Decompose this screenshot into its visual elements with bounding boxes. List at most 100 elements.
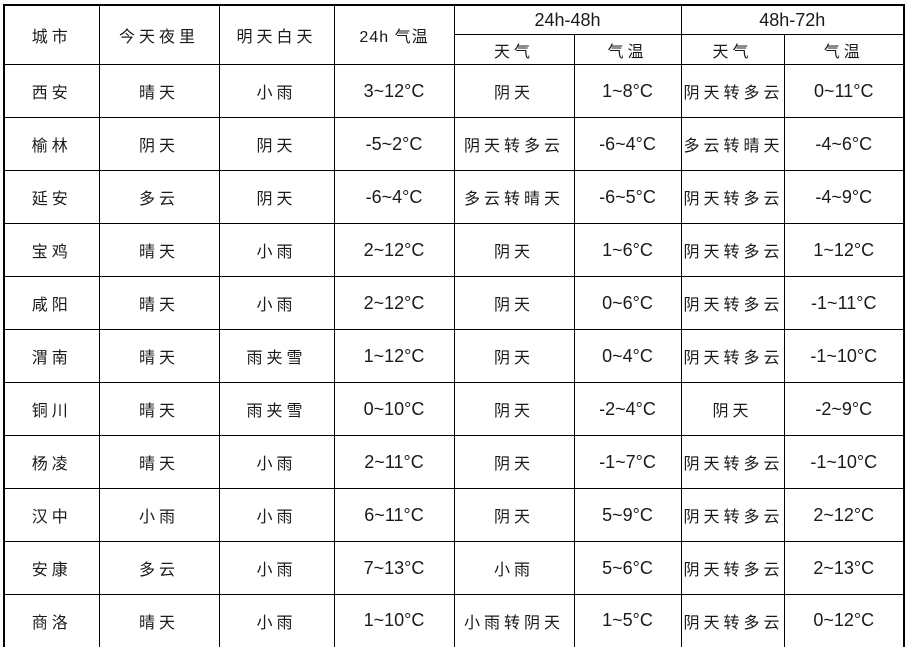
table-row: 汉中 小雨 小雨 6~11°C 阴天 5~9°C 阴天转多云 2~12°C: [3, 488, 905, 542]
cell-temp72: -1~10°C: [783, 435, 905, 489]
table-row: 商洛 晴天 小雨 1~10°C 小雨转阴天 1~5°C 阴天转多云 0~12°C: [3, 594, 905, 647]
col-header-temp-48h: 气温: [573, 34, 682, 65]
cell-weather72: 阴天转多云: [680, 64, 785, 118]
cell-tonight: 阴天: [98, 117, 220, 171]
cell-weather48: 多云转晴天: [453, 170, 575, 224]
cell-temp72: 2~13°C: [783, 541, 905, 595]
cell-tonight: 多云: [98, 170, 220, 224]
cell-tomorrow: 雨夹雪: [218, 329, 335, 383]
cell-tomorrow: 阴天: [218, 117, 335, 171]
cell-weather48: 阴天: [453, 276, 575, 330]
cell-weather48: 阴天: [453, 488, 575, 542]
cell-city: 榆林: [3, 117, 100, 171]
cell-weather72: 阴天转多云: [680, 223, 785, 277]
cell-tomorrow: 小雨: [218, 276, 335, 330]
cell-weather48: 小雨: [453, 541, 575, 595]
cell-tonight: 小雨: [98, 488, 220, 542]
table-row: 咸阳 晴天 小雨 2~12°C 阴天 0~6°C 阴天转多云 -1~11°C: [3, 276, 905, 330]
header-row-sub: 天气 气温 天气 气温: [4, 34, 905, 65]
cell-temp24: 1~10°C: [333, 594, 455, 647]
cell-tonight: 晴天: [98, 276, 220, 330]
cell-temp24: -5~2°C: [333, 117, 455, 171]
cell-weather72: 阴天转多云: [680, 541, 785, 595]
col-header-weather-72h: 天气: [680, 34, 785, 65]
cell-city: 杨凌: [3, 435, 100, 489]
cell-temp48: 5~9°C: [573, 488, 682, 542]
cell-tonight: 晴天: [98, 435, 220, 489]
table-row: 宝鸡 晴天 小雨 2~12°C 阴天 1~6°C 阴天转多云 1~12°C: [3, 223, 905, 277]
cell-weather48: 小雨转阴天: [453, 594, 575, 647]
header-row-top: 城市 今天夜里 明天白天 24h 气温 24h-48h 48h-72h: [3, 4, 905, 65]
cell-temp48: 0~4°C: [573, 329, 682, 383]
cell-weather48: 阴天: [453, 223, 575, 277]
cell-temp24: 3~12°C: [333, 64, 455, 118]
cell-temp48: 0~6°C: [573, 276, 682, 330]
cell-weather48: 阴天: [453, 329, 575, 383]
cell-temp48: 1~6°C: [573, 223, 682, 277]
cell-weather72: 多云转晴天: [680, 117, 785, 171]
table-row: 西安 晴天 小雨 3~12°C 阴天 1~8°C 阴天转多云 0~11°C: [3, 64, 905, 118]
cell-temp48: 5~6°C: [573, 541, 682, 595]
cell-weather72: 阴天转多云: [680, 488, 785, 542]
cell-temp48: 1~5°C: [573, 594, 682, 647]
col-header-tomorrow-day: 明天白天: [218, 4, 335, 65]
col-header-span-24-48h: 24h-48h: [453, 4, 682, 35]
cell-tonight: 多云: [98, 541, 220, 595]
cell-city: 延安: [3, 170, 100, 224]
cell-temp48: -6~5°C: [573, 170, 682, 224]
cell-tomorrow: 小雨: [218, 541, 335, 595]
cell-city: 安康: [3, 541, 100, 595]
cell-tomorrow: 小雨: [218, 488, 335, 542]
table-row: 铜川 晴天 雨夹雪 0~10°C 阴天 -2~4°C 阴天 -2~9°C: [3, 382, 905, 436]
cell-city: 咸阳: [3, 276, 100, 330]
cell-weather48: 阴天: [453, 382, 575, 436]
cell-temp72: -2~9°C: [783, 382, 905, 436]
table-row: 渭南 晴天 雨夹雪 1~12°C 阴天 0~4°C 阴天转多云 -1~10°C: [3, 329, 905, 383]
cell-weather48: 阴天: [453, 64, 575, 118]
table-row: 杨凌 晴天 小雨 2~11°C 阴天 -1~7°C 阴天转多云 -1~10°C: [3, 435, 905, 489]
cell-tomorrow: 小雨: [218, 223, 335, 277]
cell-temp24: 0~10°C: [333, 382, 455, 436]
cell-temp72: -1~10°C: [783, 329, 905, 383]
cell-tonight: 晴天: [98, 382, 220, 436]
cell-city: 商洛: [3, 594, 100, 647]
table-row: 榆林 阴天 阴天 -5~2°C 阴天转多云 -6~4°C 多云转晴天 -4~6°C: [3, 117, 905, 171]
cell-temp72: -4~6°C: [783, 117, 905, 171]
cell-temp72: -4~9°C: [783, 170, 905, 224]
table-body: 西安 晴天 小雨 3~12°C 阴天 1~8°C 阴天转多云 0~11°C 榆林 阴天 阴天 -5~2…: [3, 64, 905, 647]
cell-tonight: 晴天: [98, 223, 220, 277]
cell-weather48: 阴天: [453, 435, 575, 489]
weather-forecast-table: 城市 今天夜里 明天白天 24h 气温 24h-48h 48h-72h 天气 气…: [3, 4, 905, 647]
cell-weather72: 阴天转多云: [680, 435, 785, 489]
cell-tonight: 晴天: [98, 329, 220, 383]
col-header-temp-72h: 气温: [783, 34, 905, 65]
cell-tonight: 晴天: [98, 64, 220, 118]
cell-temp24: 6~11°C: [333, 488, 455, 542]
cell-temp24: 2~11°C: [333, 435, 455, 489]
cell-tomorrow: 小雨: [218, 435, 335, 489]
cell-temp24: 2~12°C: [333, 276, 455, 330]
cell-weather48: 阴天转多云: [453, 117, 575, 171]
col-header-span-48-72h: 48h-72h: [680, 4, 905, 35]
cell-temp48: 1~8°C: [573, 64, 682, 118]
cell-city: 西安: [3, 64, 100, 118]
cell-tomorrow: 小雨: [218, 64, 335, 118]
cell-tonight: 晴天: [98, 594, 220, 647]
cell-temp48: -1~7°C: [573, 435, 682, 489]
cell-tomorrow: 阴天: [218, 170, 335, 224]
cell-city: 汉中: [3, 488, 100, 542]
cell-weather72: 阴天: [680, 382, 785, 436]
cell-tomorrow: 小雨: [218, 594, 335, 647]
cell-temp24: 2~12°C: [333, 223, 455, 277]
col-header-city: 城市: [3, 4, 100, 65]
cell-weather72: 阴天转多云: [680, 170, 785, 224]
cell-temp72: -1~11°C: [783, 276, 905, 330]
cell-city: 渭南: [3, 329, 100, 383]
col-header-tonight: 今天夜里: [98, 4, 220, 65]
cell-temp24: -6~4°C: [333, 170, 455, 224]
cell-city: 铜川: [3, 382, 100, 436]
cell-temp72: 0~12°C: [783, 594, 905, 647]
cell-city: 宝鸡: [3, 223, 100, 277]
cell-weather72: 阴天转多云: [680, 594, 785, 647]
